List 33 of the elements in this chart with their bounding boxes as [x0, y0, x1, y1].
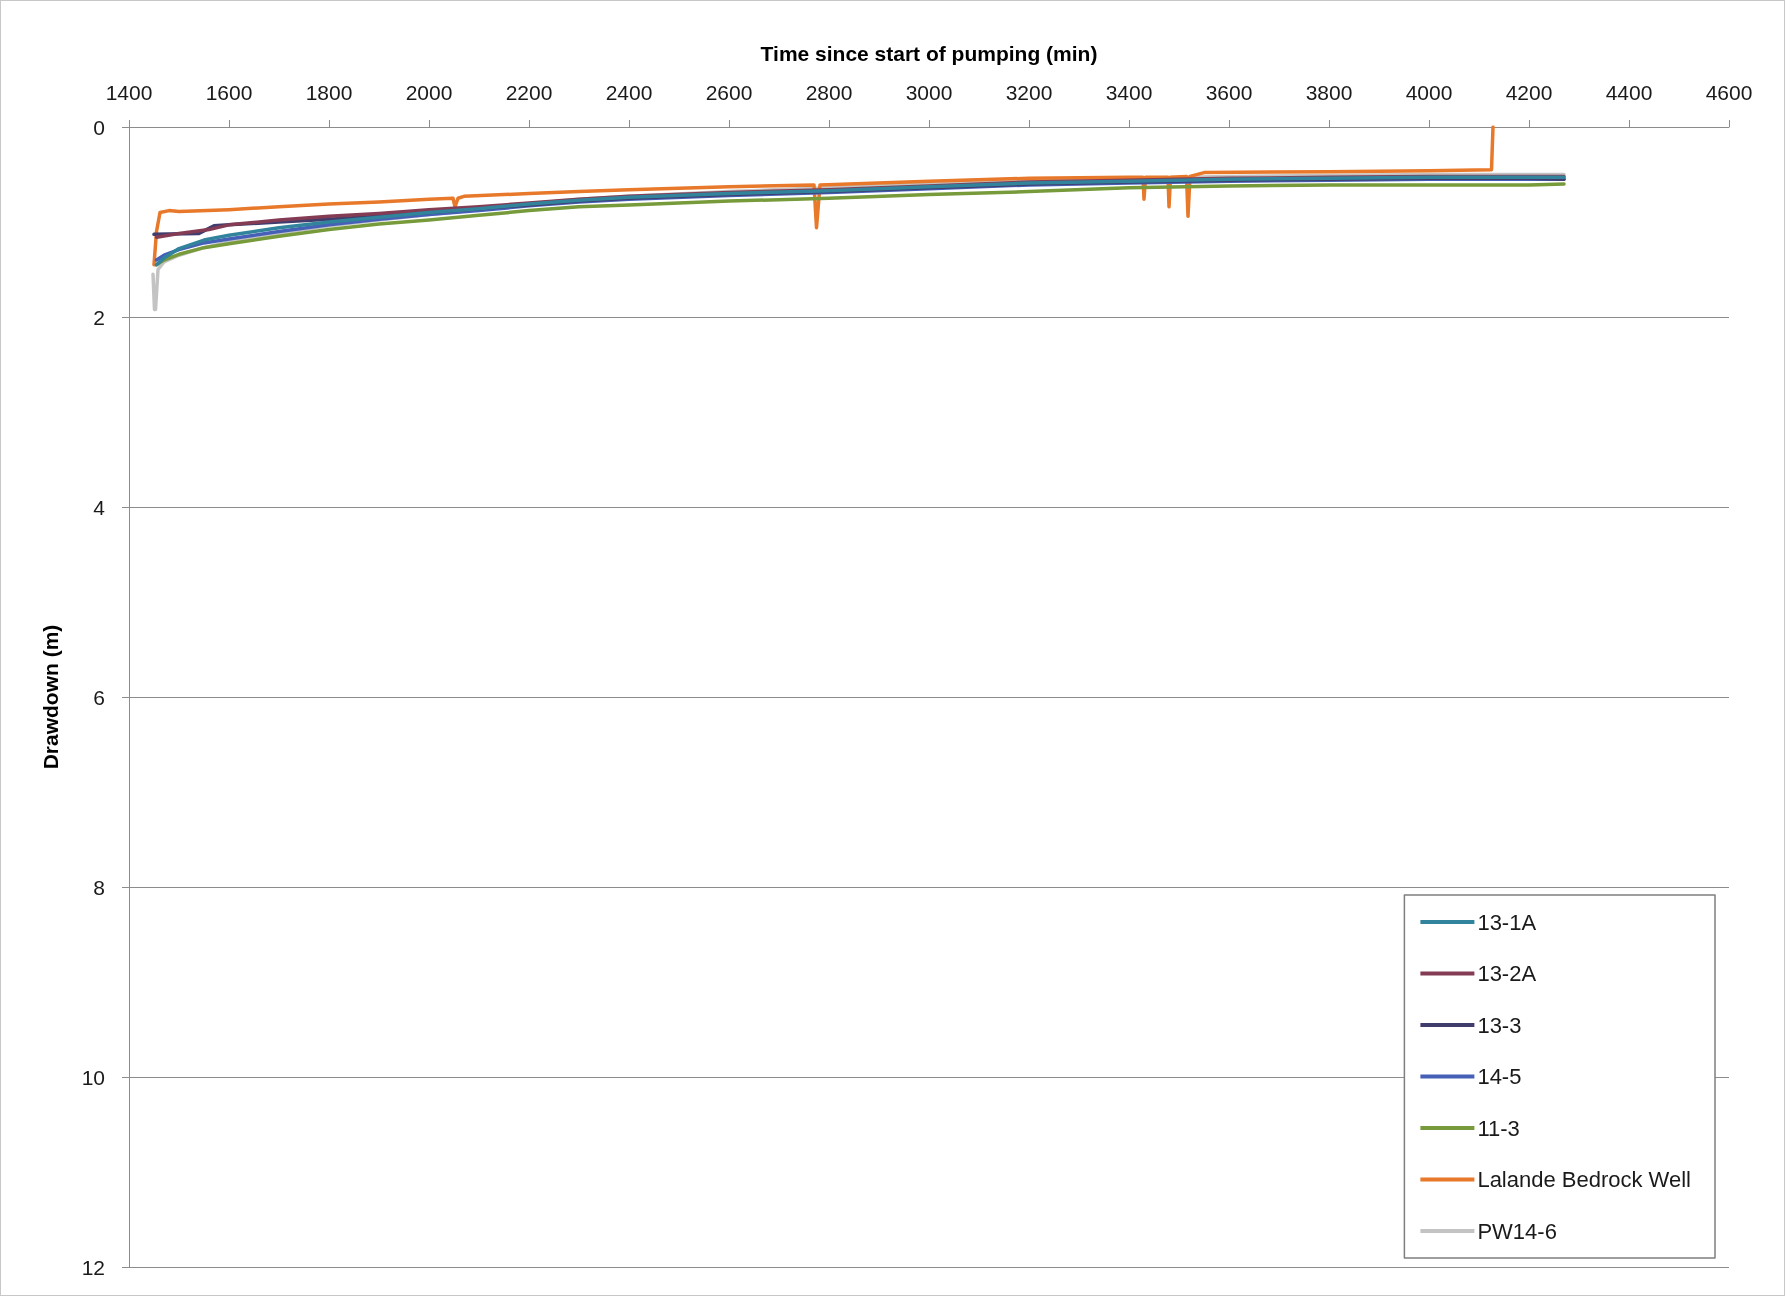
x-tick-label: 3000: [905, 81, 953, 104]
x-tick-label: 2400: [605, 81, 653, 104]
y-tick-label: 4: [93, 495, 106, 519]
legend-label: Lalande Bedrock Well: [1477, 1167, 1691, 1192]
x-tick-label: 3200: [1005, 81, 1053, 104]
x-tick-label: 2800: [805, 81, 853, 104]
legend-label: PW14-6: [1477, 1218, 1557, 1244]
x-tick-label: 2600: [705, 81, 753, 104]
y-tick-label: 12: [81, 1255, 105, 1279]
y-tick-label: 8: [93, 875, 105, 899]
y-tick-label: 2: [93, 305, 105, 329]
y-axis-title: Drawdown (m): [39, 624, 62, 770]
y-tick-label: 10: [81, 1065, 105, 1089]
x-tick-label: 4600: [1705, 81, 1753, 104]
y-tick-label: 0: [93, 115, 105, 139]
legend-label: 13-2A: [1477, 961, 1537, 986]
legend-label: 13-3: [1477, 1012, 1522, 1038]
x-tick-label: 1800: [305, 81, 353, 104]
y-tick-label: 6: [93, 685, 105, 709]
x-tick-label: 4000: [1405, 81, 1453, 104]
x-tick-label: 4200: [1505, 81, 1553, 104]
x-tick-label: 1400: [105, 81, 153, 104]
x-tick-label: 2200: [505, 81, 553, 104]
x-tick-label: 2000: [405, 81, 453, 104]
x-tick-label: 3800: [1305, 81, 1353, 104]
legend-label: 11-3: [1477, 1115, 1520, 1141]
x-tick-label: 3600: [1205, 81, 1253, 104]
x-tick-label: 3400: [1105, 81, 1153, 104]
legend-label: 14-5: [1477, 1064, 1522, 1089]
x-tick-label: 4400: [1605, 81, 1653, 104]
legend-label: 13-1A: [1477, 909, 1537, 935]
x-axis-title: Time since start of pumping (min): [760, 42, 1098, 65]
x-tick-label: 1600: [205, 81, 253, 104]
